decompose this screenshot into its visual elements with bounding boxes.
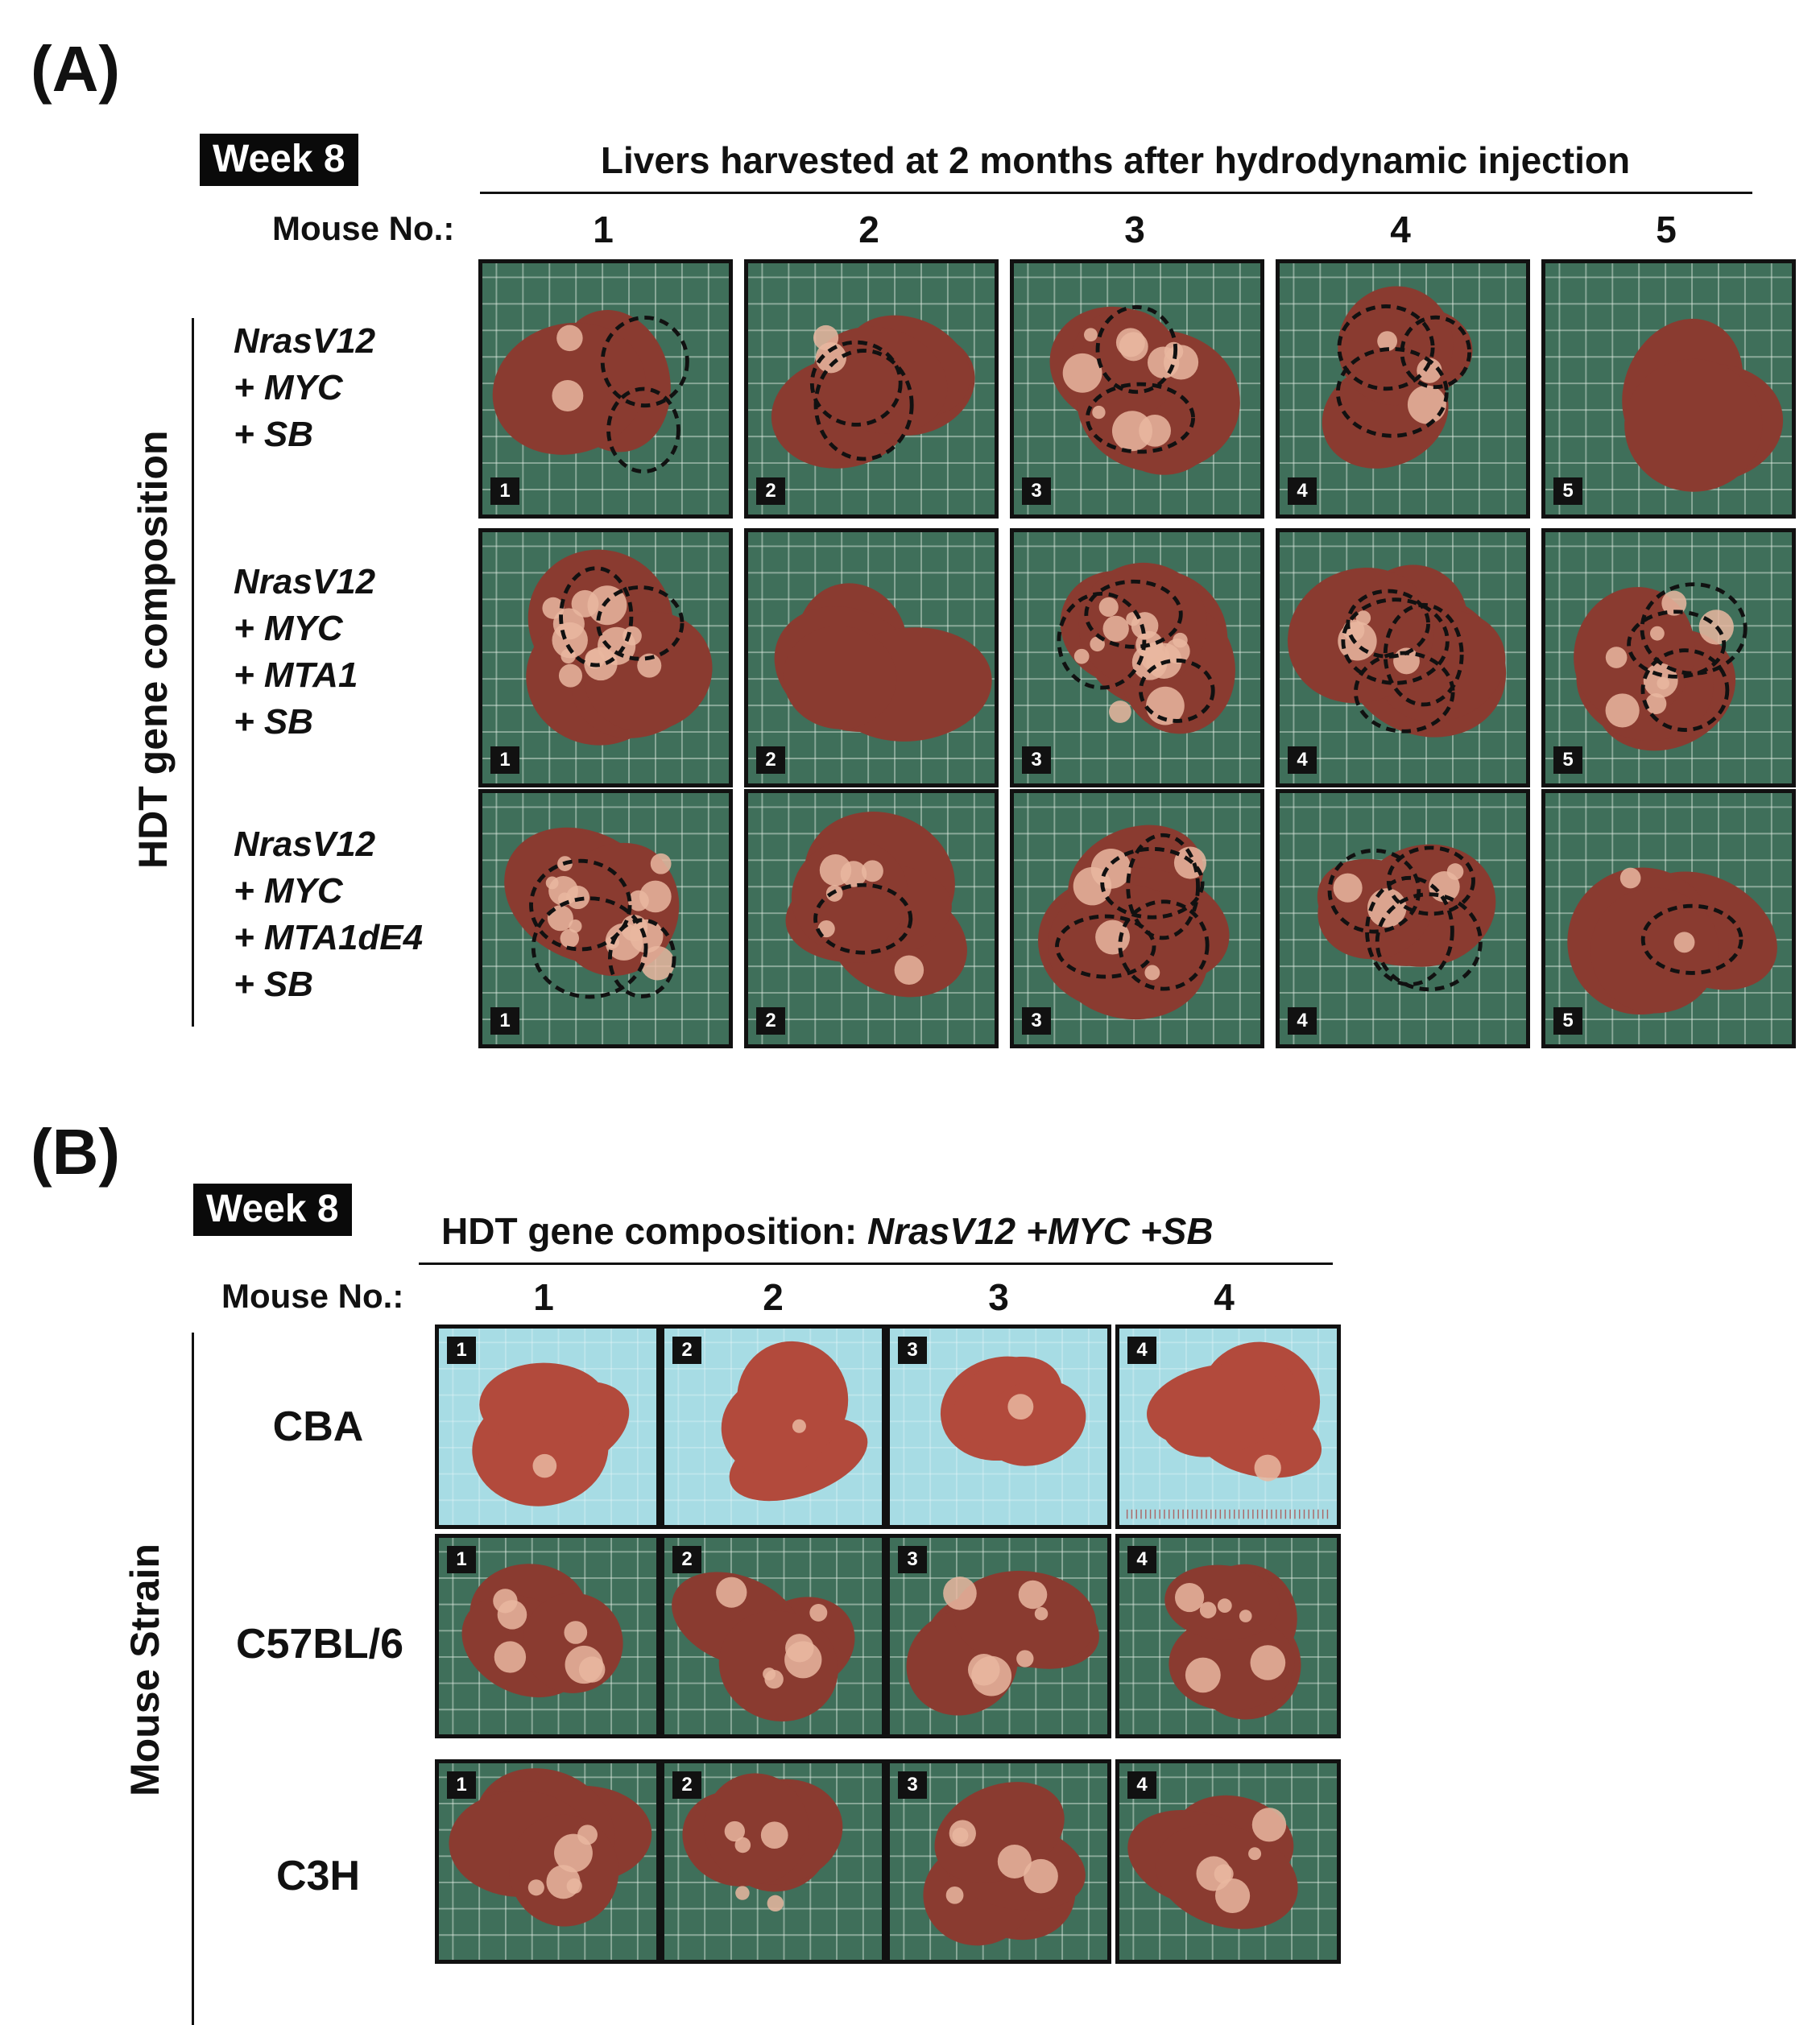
liver-photo: 4 (1115, 1534, 1341, 1738)
gene-line: + SB (234, 702, 314, 742)
photo-number-tag: 3 (898, 1337, 927, 1364)
panel-a-col-3: 3 (1124, 209, 1145, 250)
liver-photo: 1 (478, 789, 733, 1048)
photo-number-tag: 4 (1288, 746, 1317, 774)
gene-line: + MYC (234, 871, 343, 911)
photo-number-tag: 1 (490, 1007, 519, 1035)
panel-b-col-4: 4 (1214, 1276, 1235, 1318)
panel-a-row-3-genes: NrasV12 + MYC + MTA1dE4 + SB (234, 821, 423, 1008)
photo-number-tag: 1 (447, 1337, 476, 1364)
panel-b-heading-prefix: HDT gene composition: (441, 1210, 867, 1252)
photo-number-tag: 2 (756, 746, 785, 774)
panel-b-mouse-label: Mouse No.: (221, 1277, 404, 1315)
panel-a-row-1-genes: NrasV12 + MYC + SB (234, 318, 375, 458)
panel-a-row-2-genes: NrasV12 + MYC + MTA1 + SB (234, 559, 375, 746)
panel-a-col-4: 4 (1390, 209, 1411, 250)
panel-a-heading-rule (480, 192, 1752, 194)
panel-b-heading: HDT gene composition: NrasV12 +MYC +SB (441, 1209, 1214, 1253)
panel-b-row-axis-rule (192, 1333, 194, 2025)
liver-photo: 5 (1541, 259, 1796, 519)
panel-b-strain-c57bl6: C57BL/6 (235, 1621, 404, 1668)
liver-photo: 3 (1010, 789, 1264, 1048)
photo-number-tag: 1 (490, 477, 519, 505)
panel-b-strain-c3h: C3H (275, 1853, 361, 1899)
liver-photo: 1 (435, 1759, 660, 1964)
panel-b-heading-genes: NrasV12 +MYC +SB (867, 1210, 1214, 1252)
liver-photo: 3 (1010, 259, 1264, 519)
liver-photo: 2 (744, 528, 999, 787)
gene-line: + MTA1 (234, 655, 358, 695)
photo-number-tag: 5 (1553, 1007, 1582, 1035)
liver-photo: 4 (1276, 528, 1530, 787)
panel-b-col-2: 2 (763, 1276, 784, 1318)
panel-a-week-badge: Week 8 (200, 134, 358, 186)
photo-number-tag: 2 (756, 477, 785, 505)
photo-number-tag: 1 (447, 1771, 476, 1799)
photo-number-tag: 3 (898, 1771, 927, 1799)
panel-a-col-1: 1 (593, 209, 614, 250)
liver-photo: 2 (744, 259, 999, 519)
liver-photo: 1 (478, 528, 733, 787)
photo-number-tag: 3 (1022, 746, 1051, 774)
panel-a-label: (A) (31, 33, 121, 105)
liver-photo: 3 (886, 1759, 1111, 1964)
panel-b-col-1: 1 (533, 1276, 554, 1318)
liver-photo: 2 (660, 1534, 886, 1738)
panel-a-col-2: 2 (858, 209, 879, 250)
photo-number-tag: 4 (1127, 1337, 1156, 1364)
photo-number-tag: 3 (898, 1546, 927, 1573)
photo-number-tag: 5 (1553, 746, 1582, 774)
photo-number-tag: 2 (756, 1007, 785, 1035)
gene-line: NrasV12 (234, 562, 376, 601)
panel-b-label: (B) (31, 1116, 121, 1188)
liver-photo: 3 (886, 1534, 1111, 1738)
photo-number-tag: 3 (1022, 477, 1051, 505)
panel-b-week-badge: Week 8 (193, 1184, 352, 1236)
photo-number-tag: 4 (1127, 1771, 1156, 1799)
photo-number-tag: 4 (1288, 477, 1317, 505)
photo-number-tag: 4 (1127, 1546, 1156, 1573)
panel-b-heading-rule (419, 1263, 1333, 1265)
liver-photo: 5 (1541, 789, 1796, 1048)
photo-number-tag: 4 (1288, 1007, 1317, 1035)
liver-photo: 4 (1276, 789, 1530, 1048)
gene-line: NrasV12 (234, 321, 376, 361)
gene-line: NrasV12 (234, 824, 376, 864)
panel-a-col-5: 5 (1656, 209, 1677, 250)
liver-photo: 3 (1010, 528, 1264, 787)
liver-photo: 1 (435, 1534, 660, 1738)
liver-photo: 2 (660, 1325, 886, 1529)
photo-number-tag: 5 (1553, 477, 1582, 505)
gene-line: + SB (234, 965, 314, 1004)
liver-photo: 3 (886, 1325, 1111, 1529)
liver-photo: 4 (1276, 259, 1530, 519)
photo-number-tag: 1 (490, 746, 519, 774)
panel-a-row-axis-rule (192, 318, 194, 1027)
photo-number-tag: 3 (1022, 1007, 1051, 1035)
panel-b-row-axis-label: Mouse Strain (122, 1544, 168, 1796)
panel-a-mouse-label: Mouse No.: (272, 209, 455, 247)
gene-line: + SB (234, 415, 314, 454)
photo-number-tag: 2 (672, 1337, 701, 1364)
photo-number-tag: 1 (447, 1546, 476, 1573)
liver-photo: 1 (478, 259, 733, 519)
liver-photo: 4 (1115, 1759, 1341, 1964)
gene-line: + MYC (234, 609, 343, 648)
gene-line: + MTA1dE4 (234, 918, 424, 957)
gene-line: + MYC (234, 368, 343, 407)
liver-photo: 2 (744, 789, 999, 1048)
photo-number-tag: 2 (672, 1546, 701, 1573)
panel-b-col-3: 3 (988, 1276, 1009, 1318)
liver-photo: 1 (435, 1325, 660, 1529)
liver-photo: 4 (1115, 1325, 1341, 1529)
panel-a-heading: Livers harvested at 2 months after hydro… (600, 139, 1631, 181)
panel-b-strain-cba: CBA (272, 1403, 364, 1450)
liver-photo: 5 (1541, 528, 1796, 787)
liver-photo: 2 (660, 1759, 886, 1964)
panel-a-row-axis-label: HDT gene composition (130, 430, 176, 869)
photo-number-tag: 2 (672, 1771, 701, 1799)
